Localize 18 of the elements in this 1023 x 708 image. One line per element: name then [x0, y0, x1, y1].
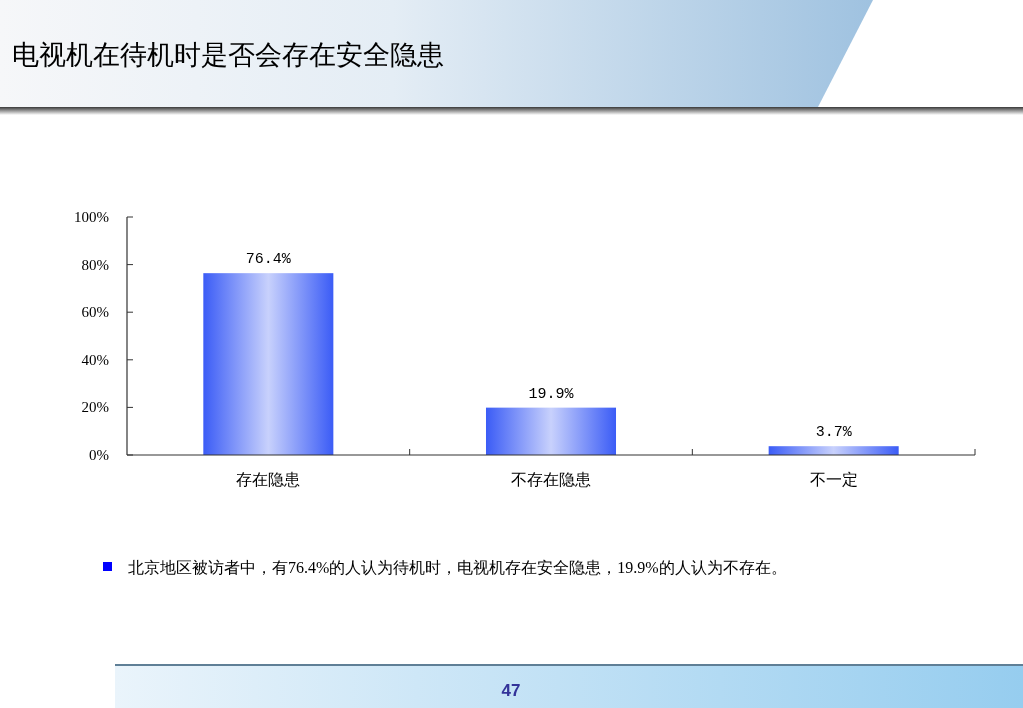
y-tick-label: 40%	[81, 351, 109, 368]
y-tick-label: 60%	[81, 304, 109, 321]
x-tick-label: 存在隐患	[236, 471, 301, 488]
x-tick-label: 不一定	[809, 471, 858, 488]
bar	[768, 446, 899, 455]
bar	[485, 407, 617, 455]
bar	[203, 273, 334, 455]
data-label: 19.9%	[528, 385, 575, 403]
y-tick-label: 80%	[81, 256, 109, 273]
y-tick-label: 0%	[89, 447, 109, 463]
y-tick-label: 100%	[74, 209, 109, 225]
y-tick-label: 20%	[81, 399, 109, 416]
chart-title: 电视机在待机时是否会存在安全隐患	[12, 40, 444, 70]
text: 北京地区被访者中，有76.4%的人认为待机时，电视机存在安全隐患，19.9%的人认为不存在。	[128, 559, 787, 576]
x-tick-label: 不存在隐患	[511, 471, 591, 488]
text: 47	[501, 681, 521, 700]
data-label: 3.7%	[815, 424, 853, 442]
data-label: 76.4%	[245, 251, 292, 269]
